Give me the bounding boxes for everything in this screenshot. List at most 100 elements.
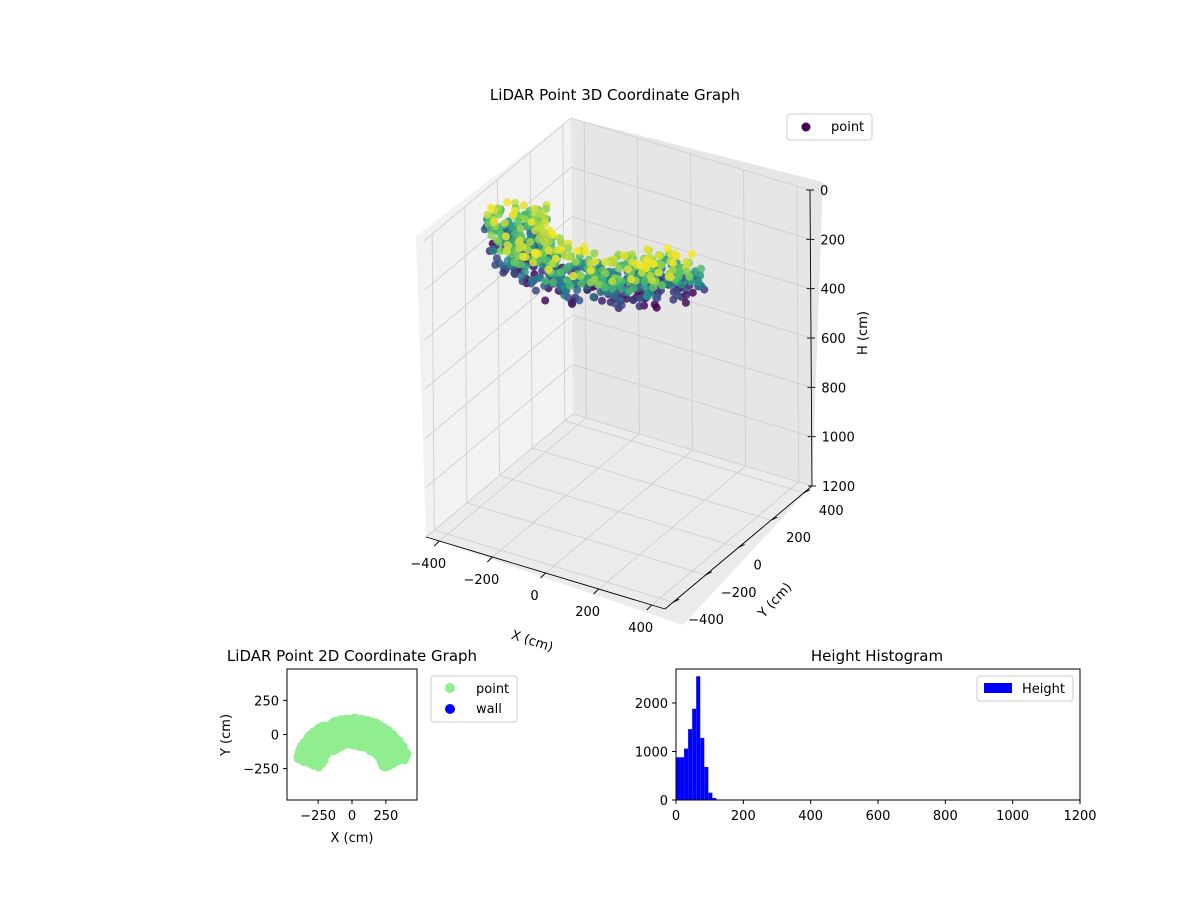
plot2d-point [350, 714, 360, 724]
plot3d-z-tick-label: 0 [820, 184, 828, 199]
plot3d-point [586, 278, 595, 287]
plot3d-point [635, 302, 644, 311]
plot3d-point [568, 300, 577, 309]
plot3d-point [487, 231, 496, 240]
hist-legend: Height [976, 675, 1074, 702]
plot3d-point [635, 283, 644, 292]
plot3d-z-tick-label: 800 [821, 381, 846, 396]
plot3d-point [643, 245, 652, 254]
hist-y-tick-label: 0 [660, 794, 668, 809]
plot2d-y-tick-label: 250 [254, 694, 279, 709]
plot2d-point [332, 744, 342, 754]
hist-x-tick-label: 800 [933, 809, 958, 824]
plot3d-point [629, 296, 638, 305]
plot3d-point [658, 281, 666, 290]
plot3d-point [510, 258, 519, 267]
plot2d-legend: point wall [430, 675, 518, 723]
plot2d-point [339, 722, 349, 732]
plot2d-x-tick-label: 250 [373, 809, 398, 824]
plot3d-y-tick-label: −200 [721, 586, 757, 601]
lidar-2d-plot: LiDAR Point 2D Coordinate Graph −250 0 250… [219, 647, 518, 846]
plot3d-point [625, 286, 634, 295]
plot3d-point [663, 244, 672, 253]
plot2d-point [383, 752, 392, 762]
plot3d-point [544, 265, 553, 274]
plot2d-point [380, 733, 390, 743]
plot3d-point [667, 281, 676, 290]
hist-bar [688, 729, 693, 800]
plot3d-point [638, 268, 646, 277]
plot3d-point [530, 204, 539, 213]
plot3d-point [697, 264, 706, 273]
plot2d-point [394, 739, 404, 749]
plot3d-point [575, 296, 584, 305]
plot3d-point [539, 255, 548, 264]
hist-x-tick-label: 600 [866, 809, 891, 824]
plot3d-point [572, 246, 581, 255]
plot3d-y-tick-label: −400 [688, 613, 724, 628]
plot3d-point [694, 278, 703, 287]
plot3d-xlabel: X (cm) [509, 628, 555, 656]
plot3d-point [556, 268, 565, 277]
plot3d-point [516, 224, 525, 233]
plot2d-ylabel: Y (cm) [219, 714, 234, 757]
plot2d-xlabel: X (cm) [331, 831, 374, 846]
plot2d-point [311, 732, 321, 742]
hist-bar [712, 798, 717, 800]
hist-bar [692, 708, 697, 800]
plot3d-y-tick-label: 400 [819, 504, 844, 519]
plot3d-point [491, 260, 500, 269]
plot3d-point [608, 284, 617, 293]
plot3d-point [526, 238, 535, 246]
hist-x-tick-label: 400 [798, 809, 823, 824]
hist-bar [684, 748, 689, 800]
plot2d-point [364, 726, 374, 736]
plot3d-z-tick-label: 200 [820, 233, 845, 248]
hist-x-tick-label: 1000 [996, 809, 1029, 824]
hist-bar [696, 676, 701, 800]
plot3d-title: LiDAR Point 3D Coordinate Graph [490, 86, 740, 104]
hist-x-tick-label: 200 [731, 809, 756, 824]
plot3d-point [571, 257, 580, 266]
plot3d-point [489, 218, 498, 227]
plot2d-legend-point-label: point [476, 682, 509, 697]
plot3d-point [492, 236, 501, 245]
plot2d-x-tick-label: 0 [348, 809, 356, 824]
plot3d-x-tick-label: 200 [575, 605, 600, 620]
plot2d-legend-wall-marker [445, 704, 455, 714]
plot3d-y-tick-label: 200 [786, 531, 811, 546]
plot3d-point [563, 276, 572, 284]
plot2d-point [384, 760, 394, 770]
plot3d-point [669, 259, 678, 268]
plot3d-point [553, 246, 562, 255]
plot3d-point [685, 272, 694, 281]
plot3d-point [607, 258, 616, 267]
plot3d-zlabel: H (cm) [856, 311, 871, 355]
hist-bar [676, 757, 681, 800]
plot2d-title: LiDAR Point 2D Coordinate Graph [227, 647, 477, 665]
plot3d-floor-pane [426, 414, 812, 625]
hist-ticks: 0 200 400 600 800 1000 1200 0 1000 2000 [635, 697, 1097, 824]
plot3d-point [610, 299, 619, 308]
plot3d-point [654, 268, 663, 277]
plot3d-points [480, 198, 709, 312]
plot3d-point [581, 248, 590, 256]
plot2d-point [374, 724, 384, 734]
plot2d-legend-wall-label: wall [476, 702, 502, 717]
plot3d-point [510, 269, 519, 278]
plot3d-point [682, 257, 691, 266]
plot3d-point [531, 226, 539, 235]
plot3d-point [623, 265, 632, 274]
plot2d-point [347, 722, 357, 732]
lidar-3d-plot: LiDAR Point 3D Coordinate Graph −400 −200… [410, 86, 873, 656]
plot3d-point [577, 279, 586, 288]
hist-bar [708, 792, 713, 800]
plot3d-point [531, 251, 540, 260]
plot3d-point [589, 293, 598, 301]
plot2d-point [401, 751, 411, 761]
plot2d-x-tick-label: −250 [300, 809, 336, 824]
plot3d-back-pane [571, 118, 823, 486]
plot3d-point [564, 244, 573, 253]
plot2d-point [293, 754, 303, 764]
plot3d-point [510, 229, 519, 238]
